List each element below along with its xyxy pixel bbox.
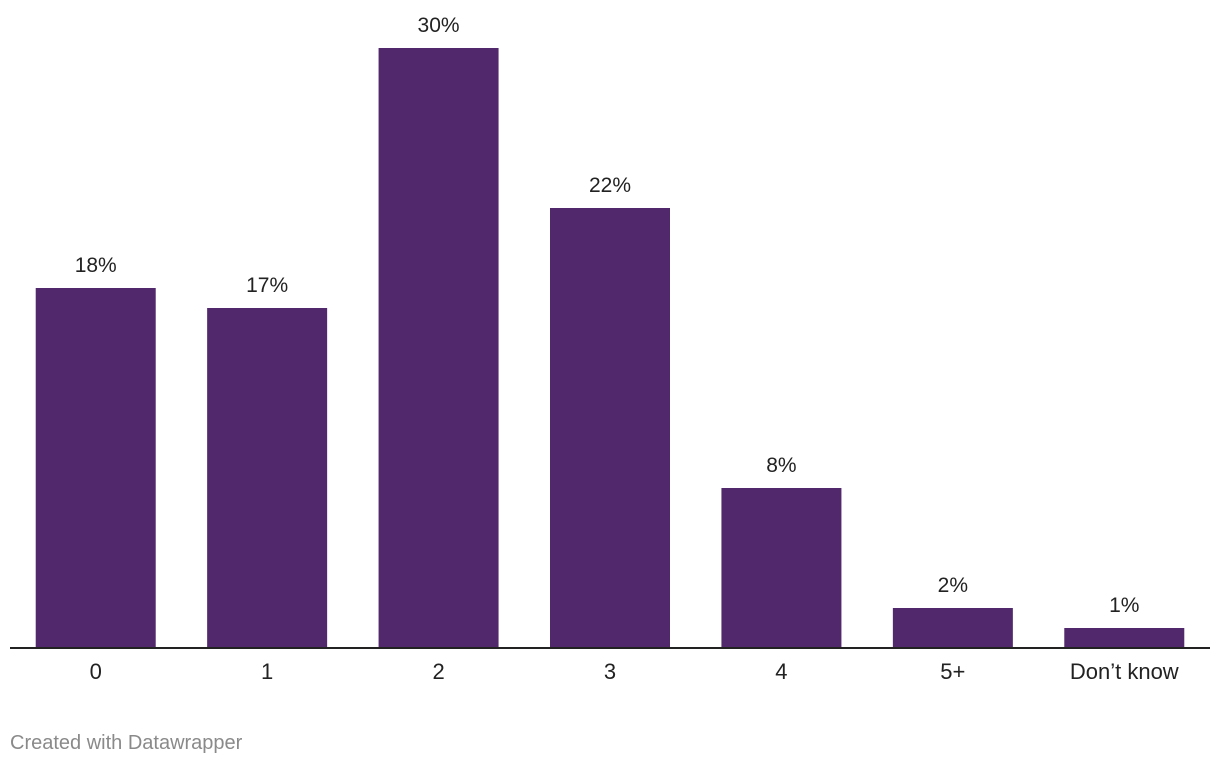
x-tick-label-5: 5+ bbox=[940, 659, 965, 684]
x-tick-label-0: 0 bbox=[90, 659, 102, 684]
value-label-6: 1% bbox=[1109, 594, 1139, 617]
x-tick-label-4: 4 bbox=[775, 659, 787, 684]
bar-5 bbox=[892, 608, 1013, 648]
x-tick-label-1: 1 bbox=[261, 659, 273, 684]
value-labels-group: 18% 17% 30% 22% 8% 2% 1% bbox=[75, 14, 1140, 617]
bar-0 bbox=[35, 288, 156, 648]
value-label-1: 17% bbox=[246, 274, 288, 297]
bar-4 bbox=[721, 488, 842, 648]
bars-group bbox=[35, 48, 1185, 648]
bar-1 bbox=[207, 308, 328, 648]
x-tick-label-3: 3 bbox=[604, 659, 616, 684]
bar-6 bbox=[1064, 628, 1185, 648]
x-tick-label-6: Don’t know bbox=[1070, 659, 1179, 684]
x-tick-label-2: 2 bbox=[432, 659, 444, 684]
value-label-5: 2% bbox=[938, 574, 968, 597]
bar-chart: 18% 17% 30% 22% 8% 2% 1% 0 1 2 3 4 5+ Don’t know bbox=[10, 14, 1210, 684]
datawrapper-credit: Created with Datawrapper bbox=[10, 732, 243, 754]
value-label-0: 18% bbox=[75, 254, 117, 277]
value-label-2: 30% bbox=[418, 14, 460, 37]
value-label-4: 8% bbox=[766, 454, 796, 477]
bar-2 bbox=[378, 48, 499, 648]
x-tick-labels-group: 0 1 2 3 4 5+ Don’t know bbox=[90, 659, 1179, 684]
bar-3 bbox=[550, 208, 670, 648]
value-label-3: 22% bbox=[589, 174, 631, 197]
